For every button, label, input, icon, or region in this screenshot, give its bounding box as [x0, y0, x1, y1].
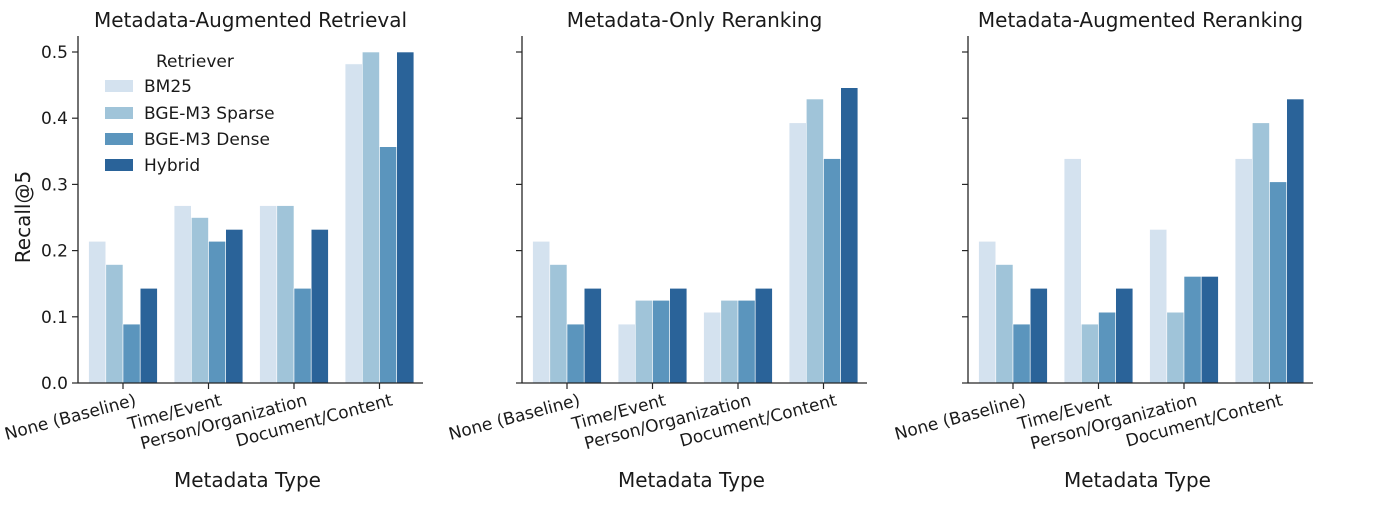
legend-label-bm25: BM25 [144, 77, 192, 97]
legend-label-hybrid: Hybrid [144, 156, 200, 176]
legend-swatch-sparse [105, 107, 133, 119]
bar-hybrid [310, 229, 329, 384]
bar-bm25 [532, 241, 551, 384]
y-tick-label: 0.0 [41, 374, 68, 394]
bar-hybrid [1286, 98, 1305, 384]
bar-hybrid [139, 287, 158, 384]
bar-bge-m3-sparse [995, 264, 1014, 384]
bar-bm25 [1234, 158, 1253, 384]
bar-bge-m3-sparse [1081, 323, 1099, 384]
x-axis-label: Metadata Type [618, 468, 765, 492]
panel-3: Metadata-Augmented Reranking None (Baseli… [893, 8, 1313, 492]
y-tick-label: 0.4 [41, 109, 68, 129]
bar-bge-m3-sparse [634, 299, 653, 384]
bar-bge-m3-sparse [1166, 311, 1185, 384]
bar-bm25 [703, 311, 722, 384]
bar-bge-m3-dense [379, 146, 398, 384]
bar-bm25 [88, 241, 107, 384]
x-tick-label: None (Baseline) [3, 391, 139, 445]
bar-bge-m3-sparse [720, 299, 739, 384]
x-tick-label: None (Baseline) [447, 391, 583, 445]
legend-swatch-hybrid [105, 159, 133, 171]
legend-label-sparse: BGE-M3 Sparse [144, 104, 275, 124]
bar-hybrid [583, 287, 602, 384]
bar-bge-m3-dense [1012, 323, 1031, 384]
bar-bge-m3-dense [1269, 181, 1288, 384]
bar-hybrid [396, 51, 415, 384]
bar-bge-m3-dense [1098, 311, 1117, 384]
legend-label-dense: BGE-M3 Dense [144, 130, 270, 150]
bar-bm25 [978, 241, 997, 384]
y-axis-label: Recall@5 [11, 171, 35, 263]
bar-bge-m3-dense [737, 299, 756, 384]
bar-bge-m3-dense [566, 323, 585, 384]
bar-bge-m3-sparse [1252, 122, 1270, 384]
bar-bm25 [1063, 158, 1082, 384]
y-tick-label: 0.5 [41, 43, 68, 63]
bar-hybrid [1029, 287, 1048, 384]
panel-title: Metadata-Only Reranking [567, 8, 823, 32]
bar-bge-m3-dense [293, 287, 312, 384]
y-tick-label: 0.2 [41, 242, 68, 262]
panel-title: Metadata-Augmented Retrieval [94, 8, 407, 32]
legend-swatch-dense [105, 133, 133, 145]
legend-swatch-bm25 [105, 80, 133, 92]
bar-bm25 [1149, 229, 1168, 384]
x-axis-label: Metadata Type [1064, 468, 1211, 492]
panel-1: Metadata-Augmented Retrieval 0.0 0.1 0.2 0.3… [3, 8, 423, 492]
bar-bm25 [617, 323, 636, 384]
bar-bm25 [344, 63, 363, 384]
bar-hybrid [840, 87, 859, 384]
y-tick-label: 0.3 [41, 175, 68, 195]
bar-hybrid [1200, 276, 1219, 384]
bar-bge-m3-sparse [805, 98, 824, 384]
bar-bge-m3-sparse [549, 264, 568, 384]
legend: Retriever BM25 BGE-M3 Sparse BGE-M3 Dens… [105, 52, 275, 176]
bar-bge-m3-sparse [276, 205, 295, 384]
bar-bge-m3-sparse [105, 264, 124, 384]
bar-bge-m3-dense [122, 323, 141, 384]
bar-bm25 [173, 205, 192, 384]
bar-bm25 [259, 205, 278, 384]
bar-bge-m3-dense [652, 299, 671, 384]
bar-hybrid [1115, 287, 1134, 384]
panel-title: Metadata-Augmented Reranking [978, 8, 1303, 32]
bar-hybrid [225, 229, 244, 384]
x-tick-label: None (Baseline) [893, 391, 1029, 445]
bar-bge-m3-dense [823, 158, 842, 384]
bar-hybrid [669, 287, 688, 384]
bar-bm25 [788, 122, 807, 384]
bar-bge-m3-sparse [361, 51, 380, 384]
bar-bge-m3-dense [1183, 276, 1202, 384]
bar-bge-m3-sparse [191, 217, 209, 384]
y-tick-label: 0.1 [41, 308, 68, 328]
bar-bge-m3-dense [208, 241, 227, 384]
legend-title: Retriever [156, 52, 234, 72]
x-axis-label: Metadata Type [174, 468, 321, 492]
bar-hybrid [754, 287, 773, 384]
